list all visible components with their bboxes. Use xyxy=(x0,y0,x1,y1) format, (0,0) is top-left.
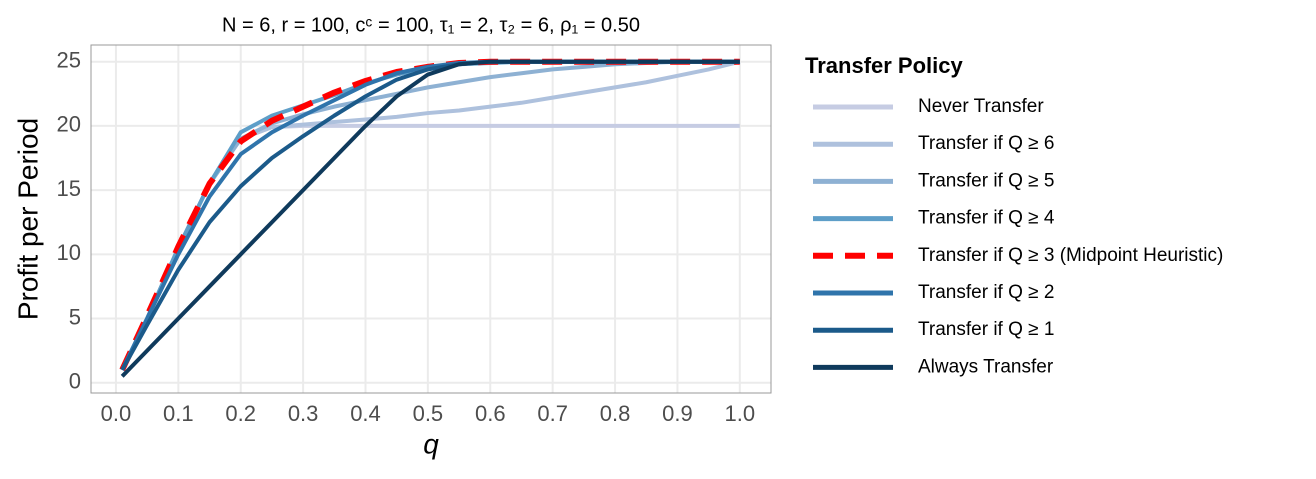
plot-border xyxy=(90,44,772,394)
legend-label: Transfer if Q ≥ 1 xyxy=(918,319,1054,340)
legend-label: Never Transfer xyxy=(918,96,1044,117)
x-tick-label: 0.4 xyxy=(350,401,381,426)
x-tick-label: 0.3 xyxy=(288,401,319,426)
legend-label: Transfer if Q ≥ 3 (Midpoint Heuristic) xyxy=(918,245,1223,266)
legend-label: Transfer if Q ≥ 2 xyxy=(918,282,1054,303)
y-axis-label: Profit per Period xyxy=(12,118,43,320)
legend-label: Transfer if Q ≥ 4 xyxy=(918,208,1055,229)
x-tick-label: 0.2 xyxy=(225,401,256,426)
y-tick-label: 20 xyxy=(57,112,81,137)
chart-title: N = 6, r = 100, cᶜ = 100, τ₁ = 2, τ₂ = 6… xyxy=(222,14,640,36)
legend-label: Transfer if Q ≥ 6 xyxy=(918,133,1054,154)
x-tick-label: 0.6 xyxy=(475,401,506,426)
x-tick-label: 0.8 xyxy=(600,401,631,426)
x-tick-label: 0.5 xyxy=(413,401,444,426)
x-tick-label: 0.7 xyxy=(537,401,568,426)
legend-label: Transfer if Q ≥ 5 xyxy=(918,170,1054,191)
x-tick-label: 0.1 xyxy=(163,401,194,426)
y-tick-label: 0 xyxy=(69,369,81,394)
series-line xyxy=(120,123,740,371)
x-tick-label: 1.0 xyxy=(725,401,756,426)
x-tick-label: 0.9 xyxy=(662,401,693,426)
y-tick-label: 5 xyxy=(69,304,81,329)
y-tick-label: 10 xyxy=(57,240,81,265)
y-tick-label: 25 xyxy=(57,48,81,73)
x-axis-label: q xyxy=(423,428,439,459)
x-tick-label: 0.0 xyxy=(101,401,132,426)
series-line xyxy=(120,59,740,371)
series-line xyxy=(120,59,740,378)
legend-label: Always Transfer xyxy=(918,356,1054,377)
legend-title: Transfer Policy xyxy=(805,53,964,78)
y-tick-label: 15 xyxy=(57,176,81,201)
